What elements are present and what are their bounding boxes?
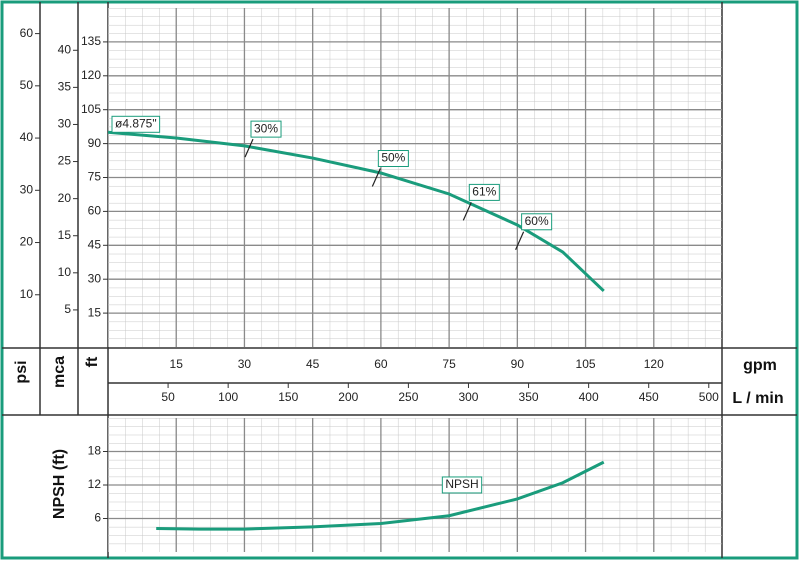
axis-title: gpm [743, 357, 777, 374]
curve-name: ø4.875" [115, 116, 157, 130]
y-tick-label: 15 [58, 228, 72, 242]
efficiency-text: 60% [525, 214, 549, 228]
x-tick-label: 60 [374, 357, 388, 371]
x-tick-label: 300 [458, 390, 478, 404]
y-tick-label: 60 [20, 26, 34, 40]
label-box [111, 115, 161, 133]
curve-label: ø4.875" [111, 115, 161, 133]
axis-title: mca [51, 356, 68, 388]
x-tick-label: 15 [170, 357, 184, 371]
efficiency-text: 61% [472, 185, 496, 199]
efficiency-mark [371, 168, 381, 187]
y-tick-label: 25 [58, 154, 72, 168]
x-tick-label: 150 [278, 390, 298, 404]
y-tick-label: 60 [88, 204, 102, 218]
y-tick-label: 30 [88, 271, 102, 285]
label-box [468, 183, 500, 201]
axis-title: psi [13, 360, 30, 383]
y-tick-label: 40 [20, 130, 34, 144]
curve-label: NPSH [441, 476, 483, 494]
y-tick-label: 50 [20, 78, 34, 92]
efficiency-label: 30% [250, 120, 282, 138]
x-tick-label: 250 [398, 390, 418, 404]
y-tick-label: 120 [81, 68, 101, 82]
x-tick-label: 350 [519, 390, 539, 404]
y-tick-label: 35 [58, 80, 72, 94]
x-tick-label: 75 [442, 357, 456, 371]
y-tick-label: 75 [88, 170, 102, 184]
y-tick-label: 5 [64, 302, 71, 316]
y-tick-label: 20 [20, 235, 34, 249]
y-tick-label: 10 [58, 265, 72, 279]
curve [107, 130, 605, 293]
x-tick-label: 450 [639, 390, 659, 404]
x-tick-label: 30 [238, 357, 252, 371]
x-tick-label: 100 [218, 390, 238, 404]
y-tick-label: 15 [88, 305, 102, 319]
y-tick-label: 40 [58, 42, 72, 56]
x-tick-label: 400 [579, 390, 599, 404]
axis-title: NPSH (ft) [51, 449, 68, 519]
efficiency-mark [462, 202, 472, 221]
label-box [250, 120, 282, 138]
efficiency-text: 30% [254, 121, 278, 135]
x-tick-label: 120 [644, 357, 664, 371]
y-tick-label: 30 [58, 117, 72, 131]
efficiency-label: 61% [468, 183, 500, 201]
x-tick-label: 500 [699, 390, 719, 404]
label-box [521, 213, 553, 231]
label-box [377, 150, 409, 167]
y-tick-label: 135 [81, 34, 101, 48]
x-tick-label: 50 [161, 390, 175, 404]
axis-title: L / min [732, 390, 783, 407]
x-tick-label: 105 [576, 357, 596, 371]
y-tick-label: 12 [88, 477, 102, 491]
efficiency-mark [244, 138, 254, 158]
x-tick-label: 90 [511, 357, 525, 371]
x-tick-label: 45 [306, 357, 320, 371]
y-tick-label: 18 [88, 444, 102, 458]
efficiency-mark [515, 231, 525, 251]
curve-name: NPSH [445, 477, 478, 491]
label-box [441, 476, 483, 494]
y-tick-label: 6 [94, 511, 101, 525]
efficiency-text: 50% [381, 151, 405, 165]
y-tick-label: 45 [88, 237, 102, 251]
x-tick-label: 200 [338, 390, 358, 404]
y-tick-label: 30 [20, 182, 34, 196]
efficiency-label: 60% [521, 213, 553, 231]
y-tick-label: 90 [88, 136, 102, 150]
y-tick-label: 105 [81, 102, 101, 116]
y-tick-label: 20 [58, 191, 72, 205]
axis-title: ft [84, 356, 101, 367]
y-tick-label: 10 [20, 287, 34, 301]
efficiency-label: 50% [377, 150, 409, 167]
curve [156, 460, 605, 531]
